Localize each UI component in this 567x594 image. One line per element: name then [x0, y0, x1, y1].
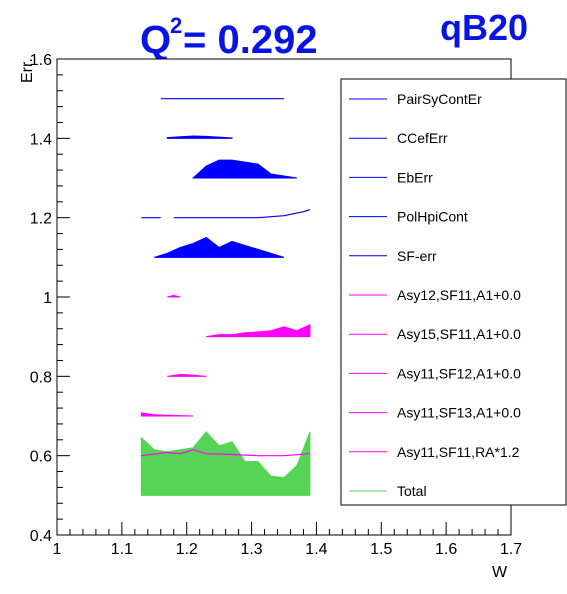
axes: 1 1.1 1.2 1.3 1.4 1.5 1.6 1.7 0.4 0.6 0.8 1 1.2 1.4 1.…: [30, 52, 522, 558]
chart-tag: qB20: [440, 7, 528, 48]
legend-label: Total: [397, 483, 427, 499]
legend-label: SF-err: [397, 248, 437, 264]
y-tick-label: 0.4: [30, 528, 52, 545]
series-asy15-sf11-a1-0-0-band: [206, 323, 311, 338]
x-tick-label: 1: [53, 541, 62, 558]
plot-area: [140, 98, 311, 496]
series-asy11-sf13-a1-0-0-band: [140, 412, 194, 417]
series-asy12-sf11-a1-0-0-band: [167, 294, 181, 298]
legend-label: Asy11,SF13,A1+0.0: [397, 405, 521, 421]
series-asy11-sf12-a1-0-0-band: [167, 373, 207, 377]
legend-label: CCefErr: [397, 130, 448, 146]
chart-title-superscript: 2: [170, 13, 182, 38]
series-eberr-band: [191, 159, 298, 179]
series-asy11-sf11-ra-1-2-line: [141, 449, 310, 457]
legend-label: Asy11,SF12,A1+0.0: [397, 365, 521, 381]
y-tick-label: 0.8: [30, 369, 52, 386]
x-tick-label: 1.1: [111, 541, 133, 558]
series-cceferr-band: [166, 135, 233, 139]
legend-label: EbErr: [397, 169, 433, 185]
y-tick-label: 1.4: [30, 131, 52, 148]
legend-label: Asy11,SF11,RA*1.2: [397, 444, 520, 460]
series-sf-err-band: [154, 236, 285, 258]
legend-label: PairSyContEr: [397, 91, 482, 107]
legend-box: [340, 78, 567, 506]
y-tick-label: 0.6: [30, 449, 52, 466]
legend-label: Asy12,SF11,A1+0.0: [397, 287, 521, 303]
x-tick-label: 1.5: [370, 541, 392, 558]
legend-label: Asy15,SF11,A1+0.0: [397, 326, 521, 342]
x-tick-label: 1.6: [435, 541, 457, 558]
y-tick-label: 1.6: [30, 52, 52, 69]
x-tick-label: 1.2: [176, 541, 198, 558]
y-tick-label: 1: [43, 290, 52, 307]
chart-title-q: Q: [140, 18, 171, 62]
y-tick-label: 1.2: [30, 211, 52, 228]
series-eberr-upper-line: [173, 209, 311, 219]
legend: PairSyContEr CCefErr EbErr PolHpiCont SF-err…: [349, 91, 521, 499]
x-tick-label: 1.7: [500, 541, 522, 558]
legend-label: PolHpiCont: [397, 209, 468, 225]
x-axis-title: W: [492, 564, 508, 581]
x-tick-label: 1.3: [240, 541, 262, 558]
x-tick-label: 1.4: [305, 541, 327, 558]
chart-title-value: = 0.292: [183, 18, 318, 62]
y-axis-title: Err.: [19, 58, 36, 83]
